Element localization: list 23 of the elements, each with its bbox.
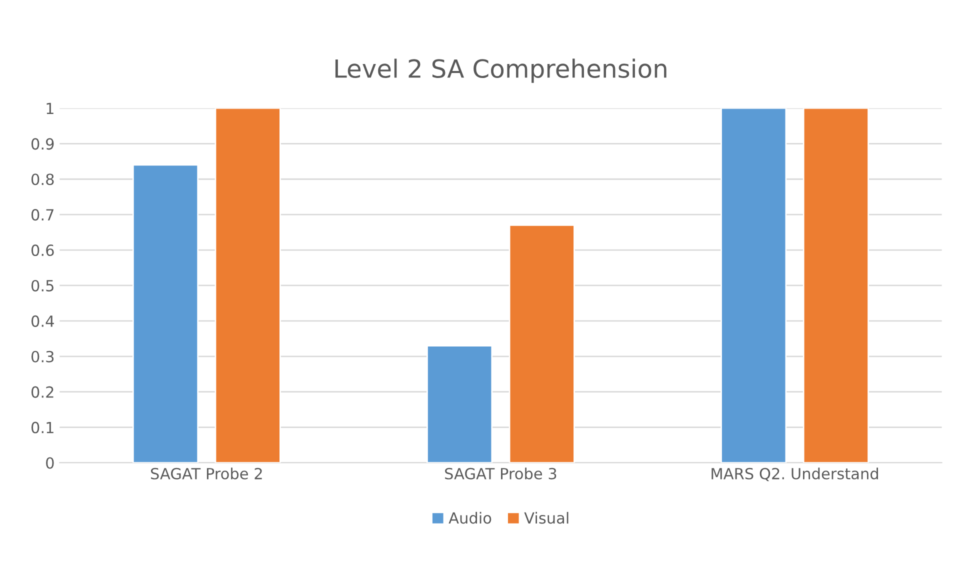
y-tick-label: 1 [46, 102, 54, 114]
y-tick-label: 0.7 [31, 209, 54, 221]
y-tick-label: 0.1 [31, 422, 54, 434]
x-tick-label: MARS Q2. Understand [712, 468, 878, 482]
y-tick-label: 0.5 [31, 280, 54, 292]
y-tick-label: 0.2 [31, 386, 54, 398]
x-tick-label: SAGAT Probe 2 [150, 468, 262, 480]
y-tick-label: 0.8 [31, 174, 54, 186]
legend-label: Visual [524, 512, 568, 524]
bar [214, 108, 281, 463]
x-tick-label: SAGAT Probe 3 [445, 468, 556, 480]
y-tick-label: 0.6 [31, 244, 54, 256]
bar [720, 108, 787, 463]
legend-label: Audio [448, 512, 492, 524]
bar [802, 108, 869, 463]
y-tick-label: 0.3 [31, 350, 54, 362]
bar [508, 224, 575, 463]
chart-title: Level 2 SA Comprehension [335, 58, 666, 83]
bar [426, 345, 493, 463]
y-tick-label: 0.4 [31, 315, 54, 327]
y-tick-label: 0 [46, 457, 54, 469]
bar [132, 164, 199, 463]
y-tick-label: 0.9 [31, 138, 54, 150]
